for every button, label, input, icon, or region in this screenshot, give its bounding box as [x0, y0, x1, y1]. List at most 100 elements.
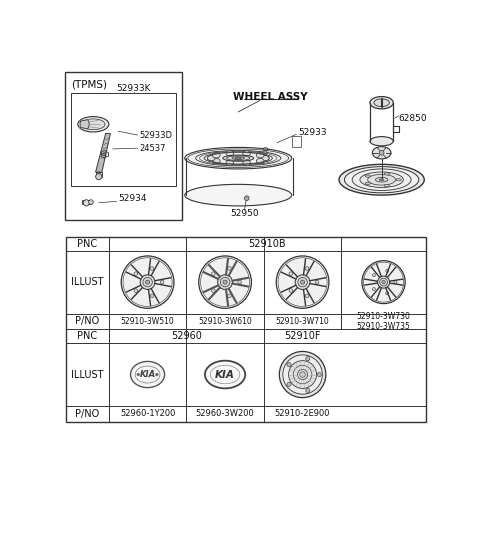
Ellipse shape — [213, 158, 220, 164]
Text: 52910-3W730
52910-3W735: 52910-3W730 52910-3W735 — [357, 312, 410, 331]
Ellipse shape — [235, 157, 241, 159]
Circle shape — [293, 366, 312, 384]
Circle shape — [377, 276, 390, 288]
Text: 24537: 24537 — [139, 144, 166, 153]
Text: 52960: 52960 — [171, 331, 202, 341]
Circle shape — [121, 256, 174, 309]
Circle shape — [244, 196, 249, 201]
Circle shape — [103, 153, 106, 156]
Circle shape — [379, 151, 384, 155]
Bar — [65, 72, 182, 220]
Text: 52910-3W710: 52910-3W710 — [276, 317, 329, 326]
Ellipse shape — [370, 136, 393, 146]
Polygon shape — [104, 152, 108, 156]
Ellipse shape — [205, 361, 245, 389]
Ellipse shape — [365, 182, 371, 185]
Text: 52934: 52934 — [118, 195, 146, 203]
Polygon shape — [101, 152, 104, 156]
Ellipse shape — [185, 147, 292, 169]
Ellipse shape — [232, 157, 244, 159]
Circle shape — [218, 275, 232, 289]
Circle shape — [83, 199, 89, 206]
Ellipse shape — [368, 174, 396, 185]
Ellipse shape — [78, 117, 109, 132]
Text: P/NO: P/NO — [75, 409, 100, 419]
Ellipse shape — [379, 179, 384, 181]
Text: KIA: KIA — [215, 369, 235, 380]
Circle shape — [298, 277, 307, 287]
Text: (TPMS): (TPMS) — [71, 79, 107, 90]
Circle shape — [96, 174, 102, 180]
Circle shape — [386, 270, 389, 272]
Text: 52933K: 52933K — [116, 84, 151, 93]
Ellipse shape — [375, 178, 388, 182]
Text: 52933: 52933 — [298, 128, 326, 137]
Text: P/NO: P/NO — [75, 316, 100, 327]
Ellipse shape — [384, 185, 390, 187]
Circle shape — [223, 280, 227, 284]
Polygon shape — [101, 155, 104, 158]
Text: 62850: 62850 — [399, 113, 427, 123]
Text: 52910-2E900: 52910-2E900 — [275, 409, 330, 418]
Text: ILLUST: ILLUST — [71, 369, 104, 380]
Bar — [82, 199, 91, 204]
Circle shape — [228, 267, 231, 270]
Ellipse shape — [226, 160, 234, 165]
Circle shape — [295, 275, 310, 289]
Ellipse shape — [365, 175, 371, 177]
Ellipse shape — [243, 160, 251, 165]
Text: 52933D: 52933D — [139, 130, 172, 140]
Circle shape — [380, 278, 387, 286]
Ellipse shape — [213, 152, 220, 158]
Circle shape — [134, 272, 138, 276]
Circle shape — [287, 363, 291, 367]
Text: 52960-3W200: 52960-3W200 — [196, 409, 254, 418]
Text: 52910B: 52910B — [249, 238, 286, 249]
Ellipse shape — [384, 173, 390, 175]
Text: 52960-1Y200: 52960-1Y200 — [120, 409, 175, 418]
Ellipse shape — [262, 156, 269, 161]
Polygon shape — [96, 134, 110, 172]
Circle shape — [362, 261, 405, 304]
Polygon shape — [104, 151, 108, 155]
Circle shape — [134, 289, 138, 293]
Ellipse shape — [82, 119, 105, 130]
Bar — [292, 136, 301, 147]
Text: 52910F: 52910F — [284, 331, 321, 341]
Circle shape — [382, 281, 385, 284]
Circle shape — [150, 267, 154, 270]
Ellipse shape — [243, 151, 251, 156]
Bar — [71, 94, 176, 186]
Circle shape — [305, 267, 309, 270]
Ellipse shape — [263, 148, 268, 150]
Text: PNC: PNC — [77, 331, 97, 341]
Ellipse shape — [256, 152, 264, 158]
Circle shape — [372, 288, 375, 290]
Ellipse shape — [370, 96, 393, 109]
Circle shape — [279, 351, 326, 398]
Circle shape — [283, 355, 323, 394]
Bar — [66, 237, 426, 421]
Circle shape — [143, 277, 152, 287]
Text: PNC: PNC — [77, 238, 97, 249]
Ellipse shape — [185, 184, 292, 206]
Ellipse shape — [360, 172, 403, 187]
Circle shape — [306, 357, 310, 361]
Circle shape — [145, 280, 150, 284]
Circle shape — [394, 281, 397, 284]
Ellipse shape — [372, 147, 391, 159]
Circle shape — [298, 369, 308, 380]
Circle shape — [317, 373, 322, 376]
Ellipse shape — [226, 151, 234, 156]
Circle shape — [160, 280, 164, 284]
Circle shape — [315, 280, 319, 284]
Bar — [96, 172, 102, 176]
Text: KIA: KIA — [140, 370, 156, 379]
Circle shape — [300, 280, 305, 284]
Ellipse shape — [352, 169, 411, 191]
Ellipse shape — [339, 164, 424, 195]
Ellipse shape — [131, 362, 165, 387]
Circle shape — [287, 382, 291, 386]
Circle shape — [300, 372, 305, 378]
Ellipse shape — [223, 155, 254, 161]
